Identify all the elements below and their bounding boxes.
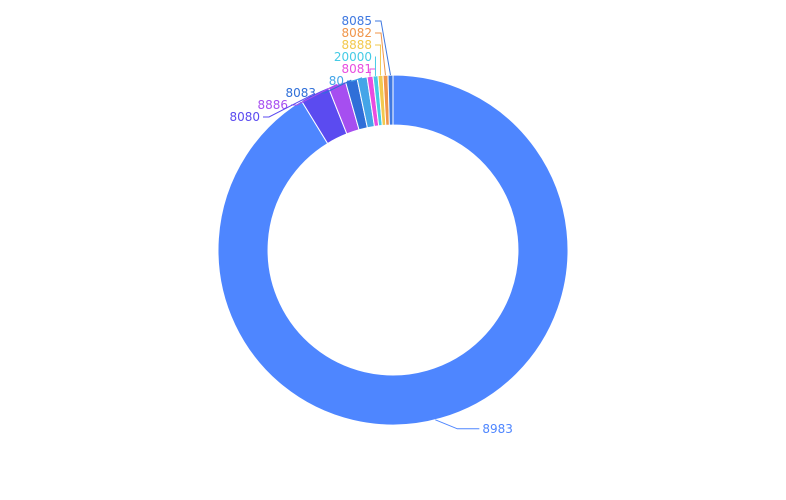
slice-label-80: 80 <box>329 74 344 88</box>
slice-label-8085: 8085 <box>341 14 372 28</box>
slice-8983[interactable] <box>217 74 569 426</box>
slice-label-20000: 20000 <box>334 50 372 64</box>
leader-line-8085 <box>375 20 391 76</box>
leader-line-8082 <box>375 32 386 76</box>
slice-8085[interactable] <box>387 74 394 126</box>
donut-slices <box>217 74 569 426</box>
leader-line-8888 <box>375 44 381 76</box>
leader-line-8983 <box>435 419 480 430</box>
slice-label-8983: 8983 <box>482 422 513 436</box>
leader-line-8080 <box>263 93 315 118</box>
slice-label-8080: 8080 <box>229 110 260 124</box>
slice-label-8886: 8886 <box>257 98 288 112</box>
slice-label-8082: 8082 <box>341 26 372 40</box>
slice-label-8081: 8081 <box>341 62 372 76</box>
leader-line-8081 <box>369 68 375 77</box>
slice-label-8888: 8888 <box>341 38 372 52</box>
